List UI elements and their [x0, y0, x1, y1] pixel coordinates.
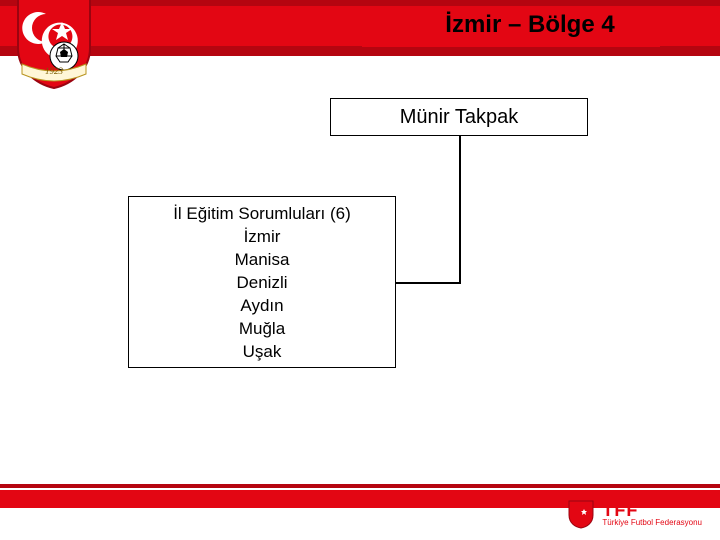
org-node-child-item: Denizli	[236, 272, 287, 295]
connector-vertical	[459, 136, 461, 284]
org-node-child: İl Eğitim Sorumluları (6) İzmir Manisa D…	[128, 196, 396, 368]
slide: { "header": { "title": "İzmir – Bölge 4"…	[0, 0, 720, 540]
page-title: İzmir – Bölge 4	[360, 4, 700, 46]
org-node-child-item: Aydın	[240, 295, 283, 318]
org-node-child-header: İl Eğitim Sorumluları (6)	[173, 203, 351, 226]
header-band-bot	[0, 46, 720, 56]
page-title-underline	[362, 44, 660, 47]
footer-logo-primary: TFF	[602, 501, 638, 519]
org-node-child-item: Uşak	[243, 341, 282, 364]
org-node-child-item: Manisa	[235, 249, 290, 272]
org-node-child-item: İzmir	[244, 226, 281, 249]
footer-logo-sub: Türkiye Futbol Federasyonu	[602, 519, 702, 527]
footer-logo: TFF Türkiye Futbol Federasyonu	[552, 496, 702, 532]
federation-crest: 1923	[12, 0, 96, 90]
page-title-text: İzmir – Bölge 4	[445, 11, 614, 39]
org-node-top-label: Münir Takpak	[400, 106, 519, 129]
connector-horizontal	[396, 282, 460, 284]
crest-year: 1923	[45, 66, 64, 76]
footer-crest-icon	[566, 499, 596, 529]
footer-thin-band	[0, 484, 720, 488]
org-node-child-item: Muğla	[239, 318, 285, 341]
org-node-top: Münir Takpak	[330, 98, 588, 136]
